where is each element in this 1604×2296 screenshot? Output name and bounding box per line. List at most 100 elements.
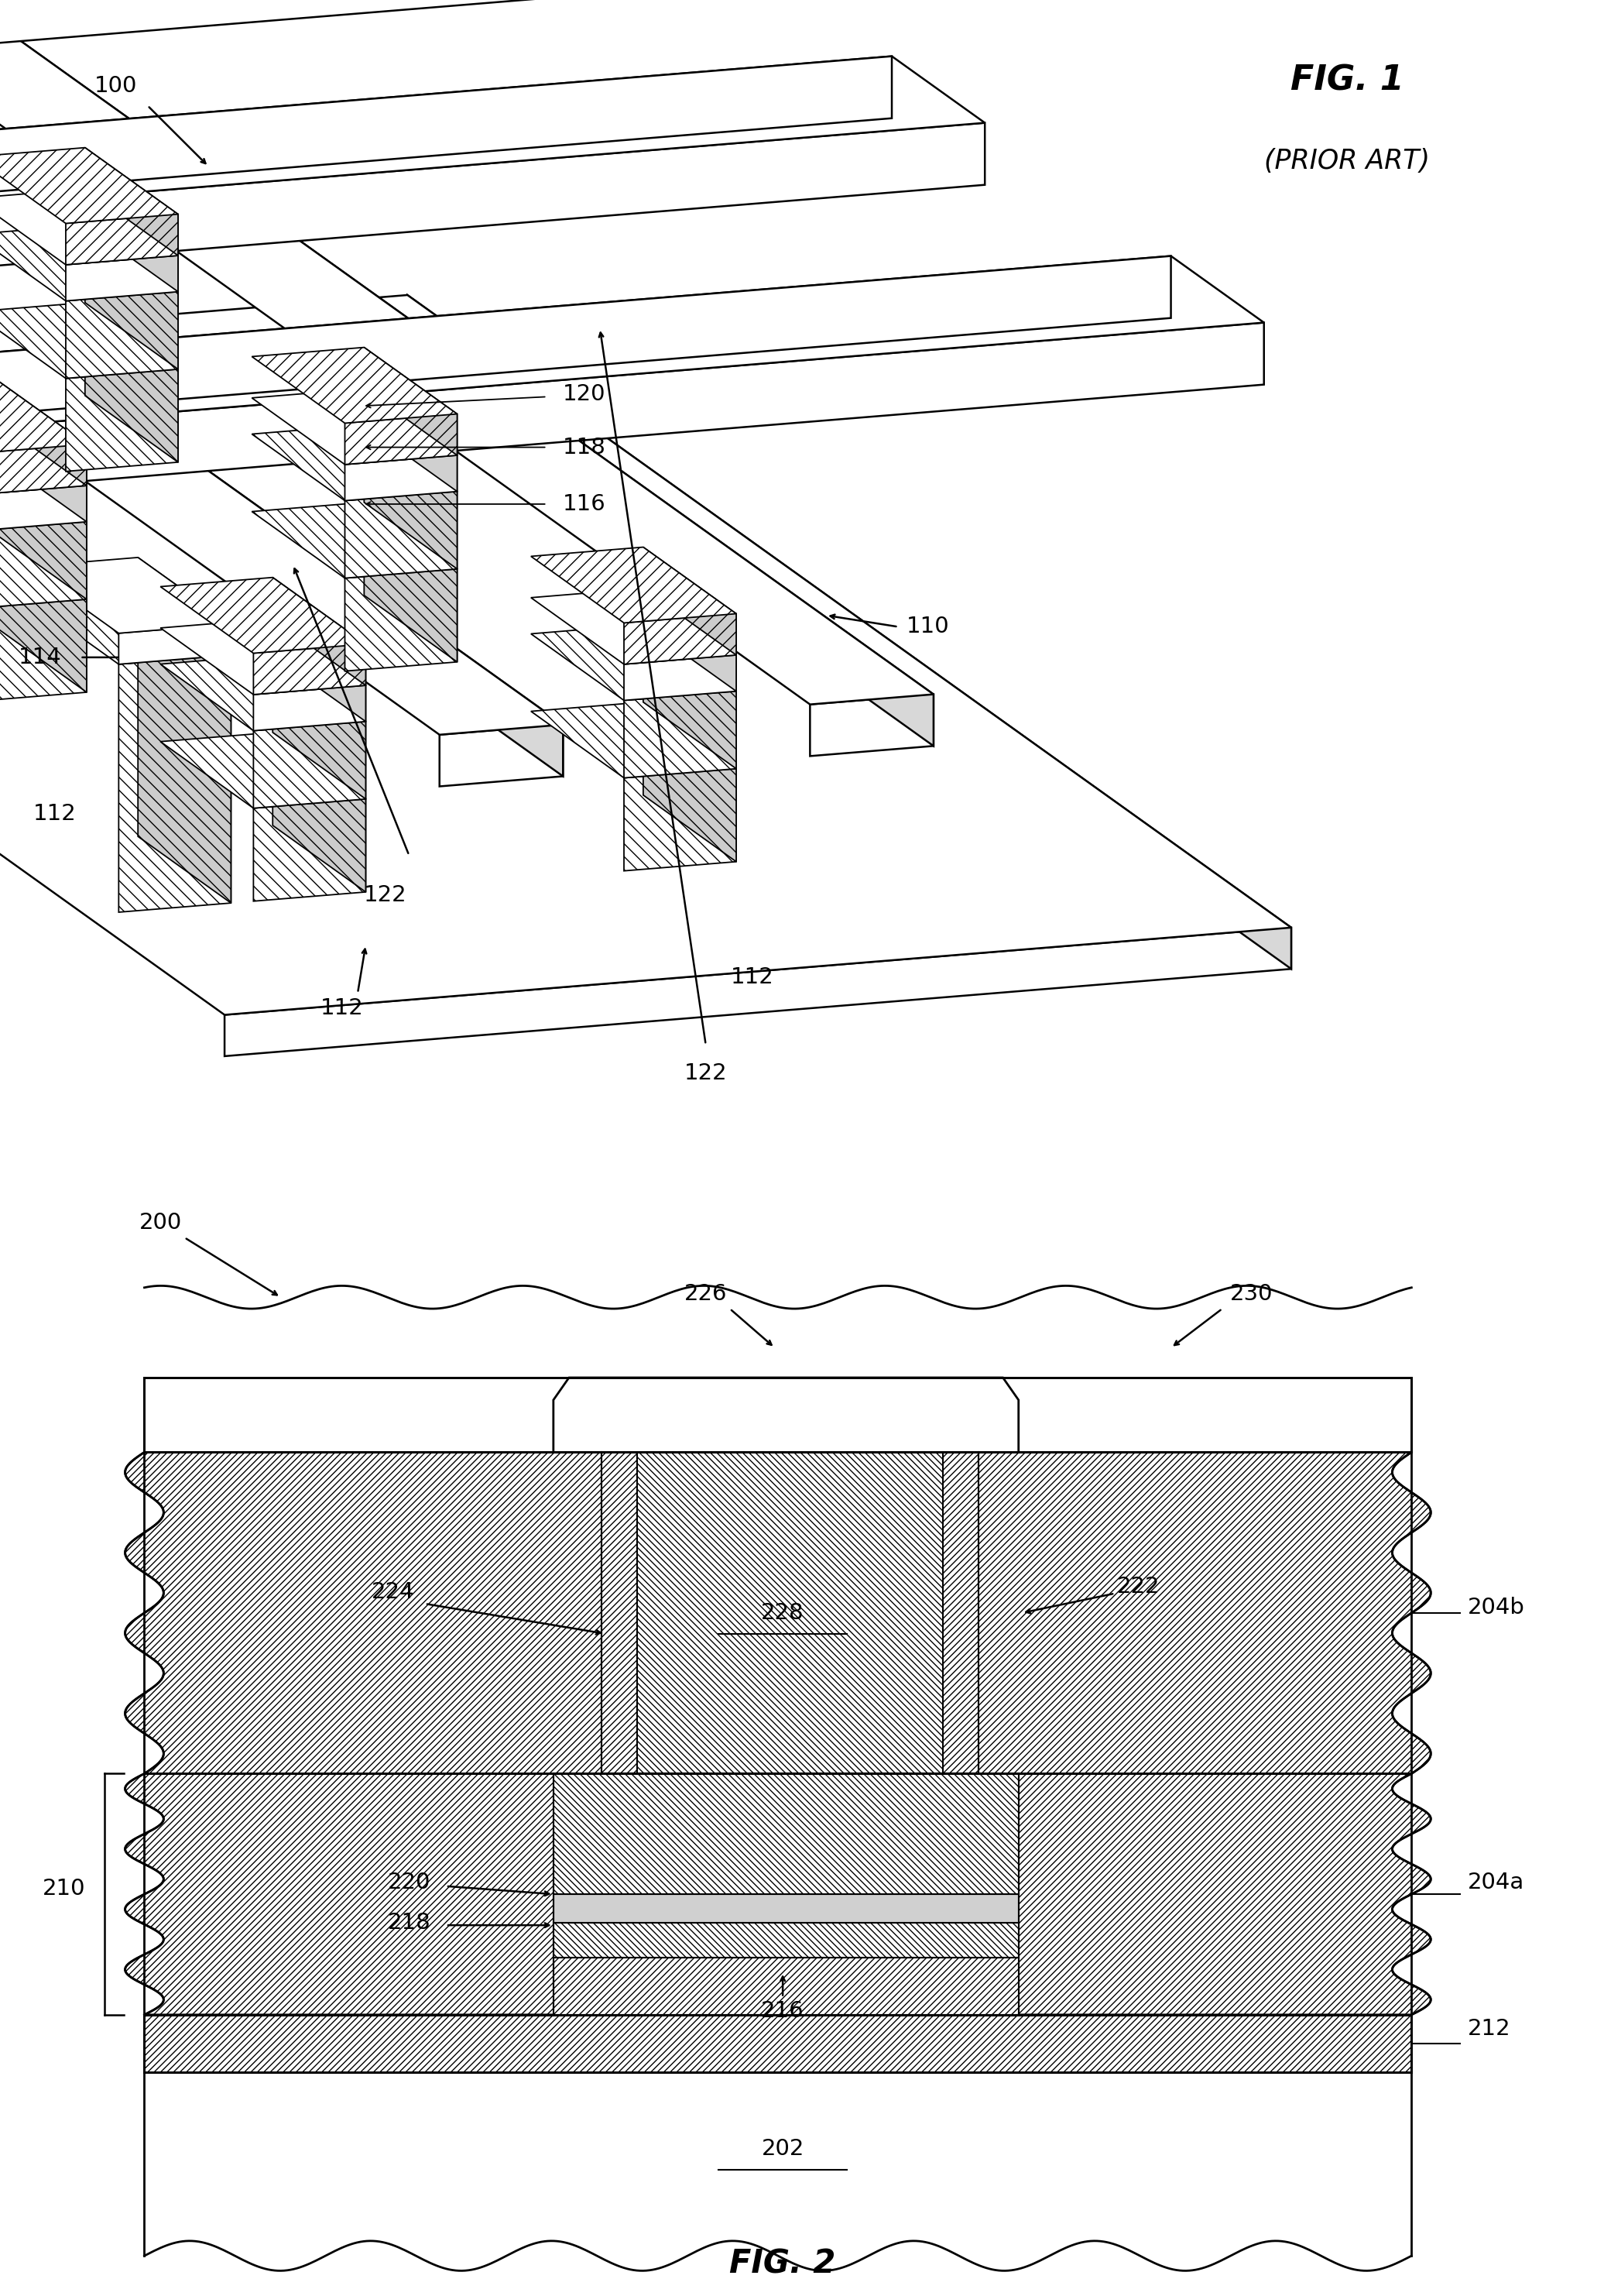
Polygon shape [160, 576, 366, 652]
Polygon shape [553, 1956, 1019, 2016]
Polygon shape [364, 388, 457, 491]
Polygon shape [810, 693, 934, 755]
Polygon shape [0, 599, 87, 703]
Polygon shape [85, 303, 178, 461]
Polygon shape [85, 188, 178, 292]
Polygon shape [85, 147, 178, 255]
Polygon shape [0, 377, 87, 455]
Text: 122: 122 [364, 884, 406, 907]
Polygon shape [0, 455, 87, 530]
Polygon shape [364, 425, 457, 569]
Polygon shape [273, 620, 366, 721]
Polygon shape [66, 292, 178, 379]
Text: 202: 202 [762, 2138, 804, 2161]
Polygon shape [553, 1924, 1019, 1956]
Polygon shape [0, 455, 87, 599]
Polygon shape [0, 0, 613, 18]
Polygon shape [160, 732, 366, 808]
Text: 226: 226 [685, 1283, 727, 1304]
Polygon shape [531, 588, 736, 664]
Text: 222: 222 [1118, 1575, 1160, 1598]
Polygon shape [66, 255, 178, 301]
Polygon shape [252, 425, 457, 501]
Polygon shape [0, 377, 87, 484]
Polygon shape [26, 558, 231, 634]
Polygon shape [253, 643, 366, 693]
Text: 118: 118 [563, 436, 606, 459]
Polygon shape [0, 420, 87, 496]
Polygon shape [0, 484, 87, 530]
Polygon shape [0, 0, 934, 705]
Text: 122: 122 [685, 1063, 727, 1084]
Polygon shape [160, 620, 366, 693]
Text: 220: 220 [388, 1871, 430, 1894]
Polygon shape [252, 388, 457, 464]
Polygon shape [643, 546, 736, 654]
Polygon shape [531, 546, 736, 622]
Polygon shape [407, 296, 1291, 969]
Text: 100: 100 [95, 76, 136, 96]
Polygon shape [225, 928, 1291, 1056]
Polygon shape [624, 691, 736, 778]
Polygon shape [252, 347, 457, 422]
Polygon shape [345, 569, 457, 670]
Polygon shape [0, 0, 563, 735]
Polygon shape [138, 558, 231, 654]
Text: 120: 120 [563, 383, 606, 406]
Text: 204b: 204b [1468, 1596, 1525, 1619]
Polygon shape [0, 225, 178, 301]
Polygon shape [0, 147, 178, 223]
Text: FIG. 1: FIG. 1 [1291, 64, 1404, 96]
Polygon shape [345, 455, 457, 501]
Text: (PRIOR ART): (PRIOR ART) [1264, 147, 1431, 174]
Polygon shape [0, 445, 87, 496]
Polygon shape [643, 625, 736, 769]
Polygon shape [144, 2016, 1412, 2071]
Polygon shape [439, 726, 563, 785]
Text: 210: 210 [43, 1878, 85, 1899]
Text: 204a: 204a [1468, 1871, 1524, 1894]
Polygon shape [345, 413, 457, 464]
Polygon shape [553, 1773, 1019, 1894]
Polygon shape [85, 225, 178, 370]
Text: 112: 112 [321, 996, 363, 1019]
Polygon shape [0, 303, 178, 379]
Polygon shape [160, 654, 366, 730]
Polygon shape [119, 625, 231, 664]
Polygon shape [531, 625, 736, 700]
Polygon shape [0, 0, 934, 746]
Polygon shape [66, 214, 178, 264]
Text: 116: 116 [563, 494, 606, 514]
Polygon shape [345, 491, 457, 579]
Polygon shape [624, 654, 736, 700]
Polygon shape [0, 296, 1291, 1015]
Polygon shape [553, 1378, 1019, 1453]
Polygon shape [0, 55, 892, 220]
Polygon shape [0, 0, 706, 25]
Polygon shape [553, 1894, 1019, 1924]
Polygon shape [643, 703, 736, 861]
Polygon shape [364, 503, 457, 661]
Polygon shape [0, 533, 87, 693]
Text: FIG. 2: FIG. 2 [730, 2248, 836, 2280]
Polygon shape [0, 521, 87, 608]
Text: 230: 230 [1230, 1283, 1272, 1304]
Polygon shape [273, 576, 366, 684]
Polygon shape [29, 324, 1264, 484]
Polygon shape [119, 654, 231, 912]
Polygon shape [144, 2071, 1412, 2271]
Polygon shape [253, 721, 366, 808]
Polygon shape [0, 122, 985, 285]
Polygon shape [624, 613, 736, 664]
Polygon shape [624, 769, 736, 870]
Polygon shape [26, 588, 231, 664]
Text: 218: 218 [388, 1913, 430, 1933]
Text: 112: 112 [731, 967, 773, 990]
Polygon shape [252, 503, 457, 579]
Polygon shape [0, 188, 178, 264]
Text: 212: 212 [1468, 2018, 1511, 2039]
Polygon shape [0, 55, 985, 225]
Polygon shape [66, 370, 178, 471]
Polygon shape [138, 588, 231, 902]
Polygon shape [125, 1773, 1431, 2016]
